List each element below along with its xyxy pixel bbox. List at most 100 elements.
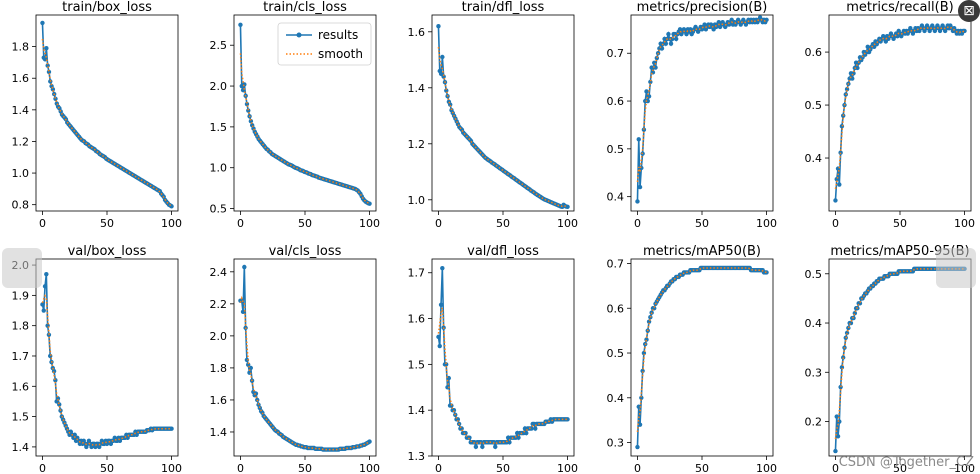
x-tick-label: 50 bbox=[100, 462, 114, 474]
x-tick-label: 50 bbox=[298, 462, 312, 474]
data-point bbox=[473, 444, 479, 450]
prev-nav-button[interactable] bbox=[2, 248, 42, 288]
data-point bbox=[641, 127, 647, 132]
legend-results-marker bbox=[296, 32, 302, 38]
data-point bbox=[841, 355, 846, 360]
subplot-title: val/dfl_loss bbox=[467, 244, 539, 259]
x-tick-label: 100 bbox=[756, 462, 777, 474]
smooth-line bbox=[41, 293, 172, 446]
results-line bbox=[636, 15, 768, 202]
y-tick-label: 0.3 bbox=[607, 437, 625, 450]
axes-frame bbox=[828, 14, 972, 212]
data-point bbox=[441, 74, 446, 79]
y-tick-label: 2.0 bbox=[210, 80, 228, 93]
data-point bbox=[529, 426, 534, 431]
y-tick-label: 0.4 bbox=[607, 191, 625, 204]
y-tick-label: 1.6 bbox=[210, 394, 228, 407]
subplot-title: metrics/precision(B) bbox=[637, 0, 768, 15]
data-point bbox=[449, 403, 454, 408]
data-point bbox=[644, 89, 649, 94]
x-tick-label: 0 bbox=[237, 462, 244, 474]
y-tick-label: 1.0 bbox=[12, 167, 30, 180]
data-point bbox=[637, 422, 643, 427]
x-tick-label: 100 bbox=[557, 462, 578, 474]
smooth-line bbox=[834, 268, 965, 440]
y-tick-label: 0.7 bbox=[607, 257, 625, 270]
x-tick-label: 0 bbox=[435, 462, 442, 474]
x-tick-label: 50 bbox=[298, 217, 312, 230]
y-tick-label: 0.6 bbox=[607, 302, 625, 315]
axes-frame bbox=[431, 258, 575, 457]
data-point bbox=[855, 65, 860, 71]
x-tick-label: 100 bbox=[161, 217, 182, 230]
y-tick-label: 0.4 bbox=[805, 317, 823, 330]
smooth-line bbox=[636, 267, 767, 433]
data-point bbox=[837, 182, 842, 187]
data-point bbox=[764, 17, 769, 22]
data-point bbox=[635, 199, 640, 204]
next-nav-button[interactable] bbox=[936, 248, 976, 288]
data-point bbox=[467, 435, 472, 440]
y-tick-label: 1.2 bbox=[408, 138, 426, 151]
x-tick-label: 50 bbox=[100, 217, 114, 230]
subplot-3: train/dfl_loss 0 50 100 1.0 1.2 1.4 1.6 bbox=[408, 0, 579, 230]
subplot-5: metrics/recall(B) 0 50 100 0.4 0.5 0.6 bbox=[805, 0, 976, 230]
data-point bbox=[44, 271, 49, 277]
data-point bbox=[451, 407, 457, 413]
y-tick-label: 0.8 bbox=[12, 199, 30, 212]
data-point bbox=[833, 198, 838, 203]
close-icon[interactable]: ⊠ bbox=[958, 0, 980, 22]
data-point bbox=[41, 308, 46, 313]
data-point bbox=[834, 414, 839, 419]
data-point bbox=[238, 22, 243, 27]
y-tick-label: 0.6 bbox=[805, 46, 823, 59]
results-line bbox=[240, 266, 370, 451]
axes-frame bbox=[233, 258, 377, 457]
subplot-2: train/cls_loss 0 50 100 0.5 1.0 1.5 2.0 2.5 resul… bbox=[210, 0, 381, 230]
y-tick-label: 1.2 bbox=[12, 135, 30, 148]
smooth-line bbox=[636, 18, 767, 182]
x-tick-label: 0 bbox=[39, 217, 46, 230]
y-tick-label: 0.7 bbox=[607, 47, 625, 60]
x-tick-label: 50 bbox=[496, 217, 510, 230]
y-tick-label: 0.5 bbox=[607, 143, 625, 156]
data-point bbox=[440, 265, 445, 271]
results-line bbox=[437, 26, 568, 208]
data-point bbox=[649, 65, 654, 70]
data-point bbox=[673, 36, 679, 42]
y-tick-label: 0.4 bbox=[805, 152, 823, 165]
y-tick-label: 2.0 bbox=[210, 330, 228, 343]
y-tick-label: 2.4 bbox=[210, 266, 228, 279]
data-point bbox=[46, 69, 52, 75]
data-point bbox=[53, 96, 58, 101]
y-tick-label: 1.4 bbox=[210, 426, 228, 439]
smooth-line bbox=[239, 53, 370, 205]
y-tick-label: 1.8 bbox=[210, 362, 228, 375]
x-tick-label: 100 bbox=[359, 462, 380, 474]
data-point bbox=[838, 150, 843, 155]
x-tick-label: 100 bbox=[359, 217, 380, 230]
data-point bbox=[639, 395, 644, 400]
y-tick-label: 0.2 bbox=[805, 416, 823, 429]
y-tick-label: 1.4 bbox=[12, 104, 30, 117]
axes-frame bbox=[35, 14, 179, 212]
data-point bbox=[246, 108, 251, 113]
data-point bbox=[524, 430, 529, 436]
y-tick-label: 1.4 bbox=[408, 404, 426, 417]
data-point bbox=[44, 45, 49, 51]
smooth-line bbox=[437, 46, 568, 208]
axes-frame bbox=[35, 258, 179, 457]
data-point bbox=[40, 20, 45, 26]
data-point bbox=[565, 417, 570, 422]
data-point bbox=[169, 426, 174, 431]
x-tick-label: 50 bbox=[496, 462, 510, 474]
data-point bbox=[565, 204, 570, 209]
data-point bbox=[445, 385, 450, 390]
subplot-title: metrics/recall(B) bbox=[846, 0, 953, 15]
axes-frame bbox=[630, 258, 774, 457]
y-tick-label: 1.4 bbox=[408, 82, 426, 95]
subplot-title: metrics/mAP50(B) bbox=[643, 244, 761, 259]
subplot-title: val/box_loss bbox=[68, 244, 147, 259]
